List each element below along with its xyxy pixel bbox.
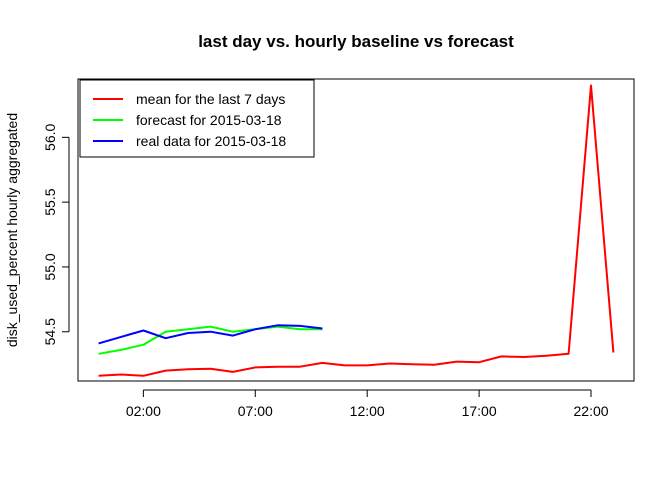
y-tick-label: 54.5 — [42, 318, 58, 345]
y-axis: 54.5 55.0 55.5 56.0 — [42, 123, 70, 345]
chart-title: last day vs. hourly baseline vs forecast — [198, 32, 514, 51]
series-line-2 — [98, 325, 323, 355]
legend: mean for the last 7 days forecast for 201… — [79, 79, 315, 158]
y-tick-label: 55.5 — [42, 188, 58, 215]
x-tick-label: 02:00 — [126, 403, 161, 419]
y-axis-label: disk_used_percent hourly aggregated — [4, 113, 20, 347]
legend-label-2: forecast for 2015-03-18 — [136, 112, 282, 128]
series-line-1 — [98, 84, 615, 377]
y-tick-label: 55.0 — [42, 253, 58, 280]
legend-box — [79, 79, 315, 158]
x-tick-label: 17:00 — [462, 403, 497, 419]
y-tick-label: 56.0 — [42, 123, 58, 150]
legend-label-3: real data for 2015-03-18 — [136, 133, 286, 149]
x-tick-label: 12:00 — [350, 403, 385, 419]
x-tick-label: 22:00 — [574, 403, 609, 419]
legend-label-1: mean for the last 7 days — [136, 91, 285, 107]
x-tick-label: 07:00 — [238, 403, 273, 419]
plot-frame — [77, 78, 635, 382]
series-layer — [98, 84, 615, 377]
series-line-3 — [98, 324, 323, 345]
x-axis: 02:00 07:00 12:00 17:00 22:00 — [126, 389, 609, 419]
